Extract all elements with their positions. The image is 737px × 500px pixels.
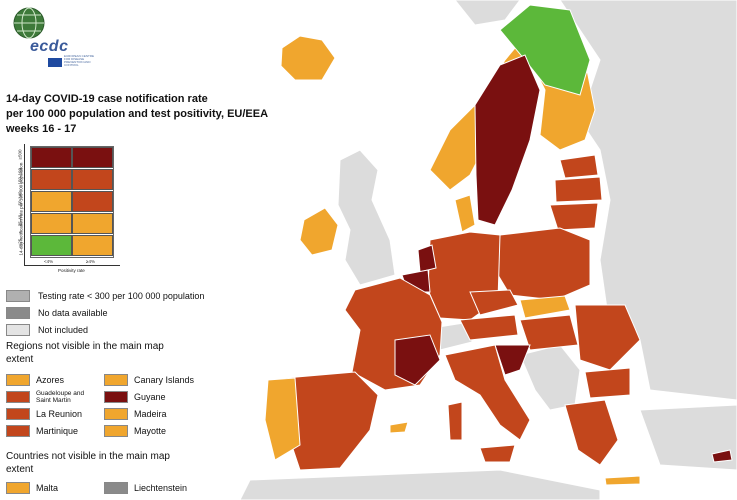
region-label: Guadeloupe and Saint Martin: [36, 390, 85, 404]
netherlands: [417, 244, 437, 273]
balearic: [389, 421, 409, 434]
region-swatch: [6, 374, 30, 386]
globe-icon: [13, 7, 45, 39]
sicily: [479, 444, 516, 463]
uk-britain: [337, 149, 396, 286]
matrix-x-tick: ≥4%: [86, 259, 95, 264]
country-swatch: [6, 482, 30, 494]
region-swatch: [6, 391, 30, 403]
france-east: [394, 334, 441, 386]
matrix-cell: [72, 235, 113, 257]
bulgaria: [584, 367, 631, 399]
legend-swatch-testing-rate: [6, 290, 30, 302]
hungary: [519, 314, 579, 351]
spain: [284, 371, 379, 471]
greece: [564, 399, 619, 466]
matrix-cell: [31, 191, 72, 213]
region-swatch: [6, 408, 30, 420]
title-line-2: per 100 000 population and test positivi…: [6, 108, 269, 120]
romania: [574, 304, 641, 371]
legend-label-not-included: Not included: [38, 325, 89, 335]
iceland: [280, 35, 336, 81]
countries-title: Countries not visible in the main map ex…: [6, 451, 170, 475]
poland: [494, 227, 591, 301]
czechia: [469, 289, 519, 316]
title-line-3: weeks 16 - 17: [6, 123, 77, 135]
ireland: [299, 207, 339, 256]
matrix-y-tick: 150-199: [17, 167, 23, 185]
croatia: [494, 344, 531, 376]
matrix-cell: [31, 169, 72, 191]
lithuania: [549, 202, 599, 231]
ecdc-logo: ecdc EUROPEAN CENTRE FOR DISEASE PREVENT…: [8, 6, 94, 68]
crete: [604, 475, 641, 486]
region-swatch: [104, 391, 128, 403]
sardinia: [447, 401, 463, 441]
region-swatch: [6, 425, 30, 437]
region-label: Martinique: [36, 426, 79, 436]
denmark: [454, 194, 476, 233]
matrix-cell: [72, 191, 113, 213]
region-label: La Reunion: [36, 409, 83, 419]
north-africa: [239, 469, 601, 500]
matrix-cell: [31, 235, 72, 257]
portugal: [264, 377, 301, 461]
eu-flag-icon: [48, 58, 62, 67]
matrix-x-tick: <4%: [44, 259, 54, 264]
matrix-cell: [72, 169, 113, 191]
matrix-cell: [31, 213, 72, 235]
legend-label-testing-rate: Testing rate < 300 per 100 000 populatio…: [38, 291, 205, 301]
region-swatch: [104, 425, 128, 437]
map-title: 14-day COVID-19 case notification rate p…: [6, 92, 306, 137]
country-label: Malta: [36, 483, 59, 493]
legend-label-no-data: No data available: [38, 308, 108, 318]
logo-wordmark: ecdc: [30, 38, 69, 55]
matrix-y-axis: [24, 144, 25, 266]
region-label: Madeira: [134, 409, 167, 419]
region-label: Canary Islands: [134, 375, 195, 385]
austria: [459, 314, 519, 341]
italy: [444, 344, 531, 441]
region-label: Azores: [36, 375, 65, 385]
country-swatch: [104, 482, 128, 494]
color-matrix: [30, 146, 114, 258]
matrix-y-tick: 50-149: [17, 191, 23, 206]
regions-title: Regions not visible in the main map exte…: [6, 341, 164, 365]
region-swatch: [104, 374, 128, 386]
logo-subtitle: EUROPEAN CENTRE FOR DISEASE PREVENTION A…: [64, 54, 95, 67]
region-label: Mayotte: [134, 426, 167, 436]
greenland-outline: [454, 0, 521, 26]
cyprus: [711, 449, 733, 463]
title-line-1: 14-day COVID-19 case notification rate: [6, 93, 208, 105]
matrix-y-tick: <25: [17, 238, 23, 247]
matrix-cell: [31, 147, 72, 169]
country-label: Liechtenstein: [134, 483, 188, 493]
legend-swatch-no-data: [6, 307, 30, 319]
sweden: [474, 54, 541, 226]
region-swatch: [104, 408, 128, 420]
matrix-y-tick: 25-49: [17, 214, 23, 227]
latvia: [554, 176, 603, 203]
balkans-nonEU: [519, 344, 581, 411]
matrix-y-tick: ≥500: [17, 149, 23, 160]
matrix-cell: [72, 213, 113, 235]
matrix-x-axis-label: Positivity rate: [58, 268, 85, 273]
legend-swatch-not-included: [6, 324, 30, 336]
matrix-x-axis: [24, 265, 120, 266]
region-label: Guyane: [134, 392, 166, 402]
matrix-cell: [72, 147, 113, 169]
slovakia: [519, 295, 571, 319]
estonia: [559, 154, 599, 179]
